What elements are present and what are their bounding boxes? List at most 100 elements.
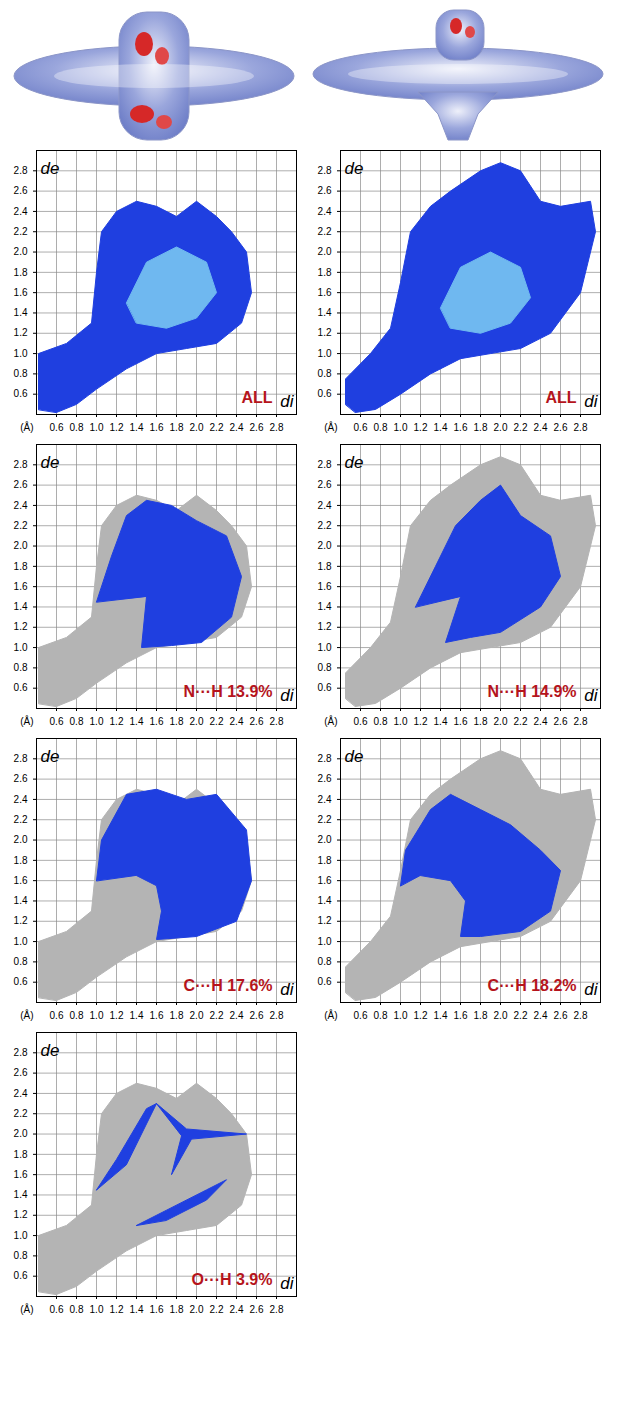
svg-text:2.2: 2.2 xyxy=(14,814,28,825)
svg-text:1.0: 1.0 xyxy=(14,642,28,653)
svg-text:2.6: 2.6 xyxy=(14,1067,28,1078)
svg-text:0.6: 0.6 xyxy=(50,716,64,727)
svg-text:0.6: 0.6 xyxy=(354,1010,368,1021)
svg-text:1.0: 1.0 xyxy=(318,642,332,653)
svg-text:1.6: 1.6 xyxy=(14,581,28,592)
svg-text:1.8: 1.8 xyxy=(474,422,488,433)
svg-text:2.0: 2.0 xyxy=(494,716,508,727)
svg-text:1.6: 1.6 xyxy=(454,422,468,433)
svg-text:1.6: 1.6 xyxy=(14,287,28,298)
svg-text:2.4: 2.4 xyxy=(534,422,548,433)
svg-text:0.8: 0.8 xyxy=(374,1010,388,1021)
svg-text:2.6: 2.6 xyxy=(250,422,264,433)
svg-text:2.0: 2.0 xyxy=(190,1304,204,1315)
svg-text:2.6: 2.6 xyxy=(14,479,28,490)
svg-text:1.2: 1.2 xyxy=(14,1209,28,1220)
svg-text:1.4: 1.4 xyxy=(14,307,28,318)
svg-text:0.6: 0.6 xyxy=(14,976,28,987)
svg-text:2.6: 2.6 xyxy=(554,716,568,727)
svg-text:1.0: 1.0 xyxy=(14,1230,28,1241)
svg-text:(Å): (Å) xyxy=(324,1009,337,1021)
svg-text:1.4: 1.4 xyxy=(434,716,448,727)
svg-text:1.6: 1.6 xyxy=(454,716,468,727)
svg-text:1.6: 1.6 xyxy=(150,1304,164,1315)
svg-text:0.6: 0.6 xyxy=(318,388,332,399)
svg-text:di: di xyxy=(280,980,294,999)
svg-text:2.8: 2.8 xyxy=(574,716,588,727)
svg-text:0.8: 0.8 xyxy=(318,662,332,673)
svg-text:2.2: 2.2 xyxy=(514,1010,528,1021)
svg-text:C···H 17.6%: C···H 17.6% xyxy=(184,977,273,994)
svg-text:0.6: 0.6 xyxy=(50,422,64,433)
svg-text:2.6: 2.6 xyxy=(318,479,332,490)
svg-text:1.2: 1.2 xyxy=(110,422,124,433)
svg-text:2.8: 2.8 xyxy=(14,1047,28,1058)
svg-text:1.4: 1.4 xyxy=(434,1010,448,1021)
svg-text:1.4: 1.4 xyxy=(130,422,144,433)
svg-text:2.6: 2.6 xyxy=(14,185,28,196)
svg-text:1.0: 1.0 xyxy=(90,1010,104,1021)
svg-text:1.4: 1.4 xyxy=(318,307,332,318)
svg-text:0.8: 0.8 xyxy=(374,422,388,433)
svg-text:2.4: 2.4 xyxy=(534,1010,548,1021)
svg-text:(Å): (Å) xyxy=(20,715,33,727)
svg-text:1.8: 1.8 xyxy=(14,855,28,866)
svg-text:2.8: 2.8 xyxy=(270,1304,284,1315)
svg-text:2.0: 2.0 xyxy=(318,540,332,551)
svg-text:(Å): (Å) xyxy=(20,421,33,433)
svg-text:2.8: 2.8 xyxy=(14,165,28,176)
svg-text:1.2: 1.2 xyxy=(14,621,28,632)
svg-text:1.2: 1.2 xyxy=(110,1010,124,1021)
svg-text:di: di xyxy=(280,392,294,411)
svg-text:0.6: 0.6 xyxy=(318,976,332,987)
svg-text:1.6: 1.6 xyxy=(150,1010,164,1021)
svg-text:1.6: 1.6 xyxy=(14,875,28,886)
svg-text:1.0: 1.0 xyxy=(394,422,408,433)
svg-text:2.0: 2.0 xyxy=(318,246,332,257)
svg-text:de: de xyxy=(345,747,364,766)
svg-text:1.8: 1.8 xyxy=(474,716,488,727)
svg-text:ALL: ALL xyxy=(241,389,272,406)
svg-text:2.8: 2.8 xyxy=(574,1010,588,1021)
svg-text:1.0: 1.0 xyxy=(14,936,28,947)
svg-text:1.6: 1.6 xyxy=(318,875,332,886)
svg-text:0.6: 0.6 xyxy=(14,682,28,693)
svg-text:2.0: 2.0 xyxy=(14,246,28,257)
svg-text:1.2: 1.2 xyxy=(110,1304,124,1315)
svg-text:2.0: 2.0 xyxy=(14,834,28,845)
svg-text:1.0: 1.0 xyxy=(318,936,332,947)
svg-text:1.8: 1.8 xyxy=(474,1010,488,1021)
svg-text:1.4: 1.4 xyxy=(130,716,144,727)
svg-text:1.8: 1.8 xyxy=(170,716,184,727)
svg-text:2.2: 2.2 xyxy=(514,422,528,433)
svg-text:1.8: 1.8 xyxy=(170,422,184,433)
svg-text:2.6: 2.6 xyxy=(318,773,332,784)
svg-text:0.8: 0.8 xyxy=(14,662,28,673)
svg-text:2.4: 2.4 xyxy=(230,1010,244,1021)
svg-text:1.2: 1.2 xyxy=(14,327,28,338)
svg-text:1.0: 1.0 xyxy=(90,1304,104,1315)
svg-text:0.8: 0.8 xyxy=(318,368,332,379)
svg-text:O···H 3.9%: O···H 3.9% xyxy=(192,1271,273,1288)
svg-text:1.2: 1.2 xyxy=(14,915,28,926)
svg-text:1.4: 1.4 xyxy=(14,1189,28,1200)
svg-text:0.6: 0.6 xyxy=(14,388,28,399)
svg-text:1.4: 1.4 xyxy=(434,422,448,433)
svg-text:0.8: 0.8 xyxy=(70,1010,84,1021)
svg-text:1.2: 1.2 xyxy=(318,327,332,338)
svg-text:(Å): (Å) xyxy=(324,421,337,433)
svg-text:1.2: 1.2 xyxy=(414,1010,428,1021)
svg-text:2.6: 2.6 xyxy=(250,716,264,727)
svg-text:di: di xyxy=(584,686,598,705)
svg-text:1.0: 1.0 xyxy=(394,716,408,727)
svg-text:1.4: 1.4 xyxy=(14,895,28,906)
svg-text:0.8: 0.8 xyxy=(374,716,388,727)
svg-text:0.6: 0.6 xyxy=(354,716,368,727)
svg-text:1.8: 1.8 xyxy=(170,1304,184,1315)
svg-text:2.8: 2.8 xyxy=(318,459,332,470)
svg-text:2.4: 2.4 xyxy=(230,422,244,433)
svg-text:1.4: 1.4 xyxy=(14,601,28,612)
svg-text:1.4: 1.4 xyxy=(318,601,332,612)
svg-text:2.4: 2.4 xyxy=(14,206,28,217)
svg-text:0.6: 0.6 xyxy=(318,682,332,693)
